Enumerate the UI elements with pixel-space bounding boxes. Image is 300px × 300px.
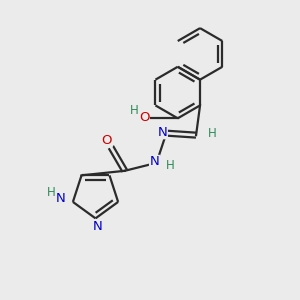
Text: O: O (139, 111, 149, 124)
Text: H: H (130, 104, 139, 117)
Text: N: N (158, 126, 167, 139)
Text: H: H (166, 159, 175, 172)
Text: N: N (56, 193, 66, 206)
Text: N: N (93, 220, 102, 233)
Text: H: H (208, 127, 216, 140)
Text: N: N (150, 155, 159, 168)
Text: O: O (102, 134, 112, 147)
Text: H: H (47, 185, 56, 199)
